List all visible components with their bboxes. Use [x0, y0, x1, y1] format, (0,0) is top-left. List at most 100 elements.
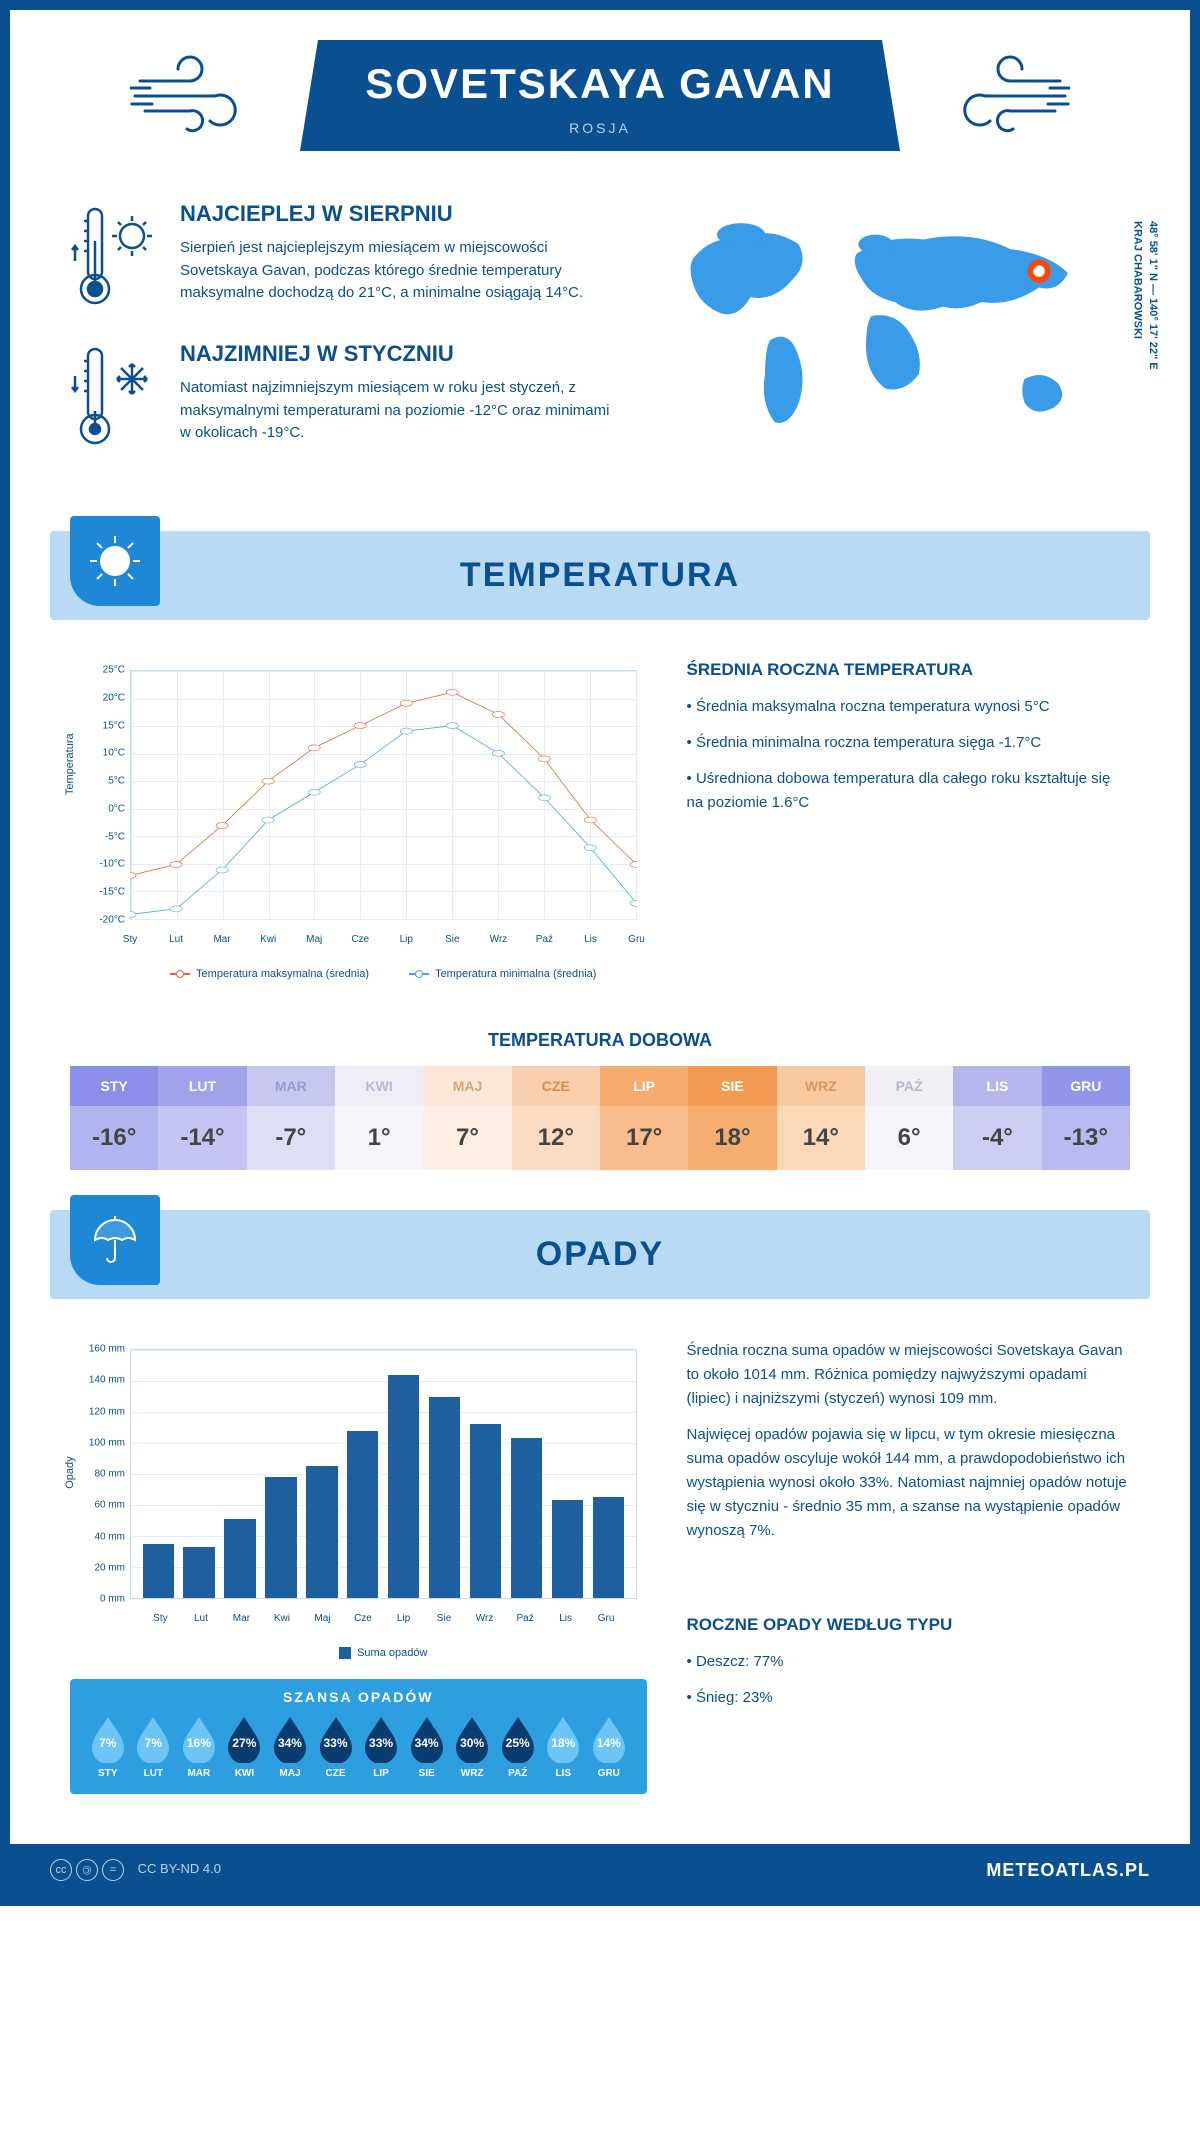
precip-bar: [593, 1497, 624, 1598]
fact-cold-text: Natomiast najzimniejszym miesiącem w rok…: [180, 377, 610, 445]
fact-cold-heading: NAJZIMNIEJ W STYCZNIU: [180, 341, 610, 367]
month-head: MAJ: [423, 1066, 511, 1106]
month-head: GRU: [1042, 1066, 1130, 1106]
month-value: 1°: [335, 1106, 423, 1170]
month-head: STY: [70, 1066, 158, 1106]
facts-column: NAJCIEPLEJ W SIERPNIU Sierpień jest najc…: [70, 201, 610, 481]
footer-license: cc 🄯 = CC BY-ND 4.0: [50, 1859, 221, 1881]
precip-text: Średnia roczna suma opadów w miejscowośc…: [687, 1339, 1130, 1794]
month-cell: WRZ14°: [777, 1066, 865, 1170]
cc-icon: cc: [50, 1859, 72, 1881]
country-label: ROSJA: [360, 120, 840, 136]
precip-bar: [183, 1547, 214, 1598]
month-value: -7°: [247, 1106, 335, 1170]
fact-warm-text: Sierpień jest najcieplejszym miesiącem w…: [180, 237, 610, 305]
precip-para1: Średnia roczna suma opadów w miejscowośc…: [687, 1339, 1130, 1411]
temp-content: Temperatura .legend-item:nth-child(1) .l…: [10, 640, 1190, 1000]
precip-content: Opady Suma opadów 0 mm20 mm40 mm60 mm80 …: [10, 1319, 1190, 1814]
chance-drop: 27% KWI: [222, 1715, 268, 1779]
chance-drop: 7% STY: [85, 1715, 131, 1779]
map-column: 48° 58' 1" N — 140° 17' 22" E KRAJ CHABA…: [640, 201, 1130, 481]
wind-icon-left: [130, 46, 270, 146]
chance-drop: 30% WRZ: [449, 1715, 495, 1779]
month-value: 12°: [512, 1106, 600, 1170]
chance-drop: 16% MAR: [176, 1715, 222, 1779]
chance-drop: 7% LUT: [131, 1715, 177, 1779]
precip-type-heading: ROCZNE OPADY WEDŁUG TYPU: [687, 1615, 1130, 1635]
precip-bar: [552, 1500, 583, 1598]
temp-summary: ŚREDNIA ROCZNA TEMPERATURA Średnia maksy…: [687, 660, 1130, 980]
month-value: 14°: [777, 1106, 865, 1170]
month-value: 18°: [688, 1106, 776, 1170]
temp-bullet: Średnia minimalna roczna temperatura się…: [687, 731, 1130, 755]
month-value: -13°: [1042, 1106, 1130, 1170]
sun-icon: [70, 516, 160, 606]
chance-drop: 34% SIE: [404, 1715, 450, 1779]
legend-min: .legend-item:nth-child(2) .legend-swatch…: [409, 968, 596, 980]
umbrella-icon: [70, 1195, 160, 1285]
temp-chart-col: Temperatura .legend-item:nth-child(1) .l…: [70, 660, 647, 980]
page-title: SOVETSKAYA GAVAN: [360, 60, 840, 108]
thermometer-sun-icon: [70, 201, 160, 311]
month-head: CZE: [512, 1066, 600, 1106]
month-head: SIE: [688, 1066, 776, 1106]
chance-drop: 33% CZE: [313, 1715, 359, 1779]
nd-icon: =: [102, 1859, 124, 1881]
precip-bar: [347, 1431, 378, 1598]
precip-types: Deszcz: 77%Śnieg: 23%: [687, 1650, 1130, 1710]
daily-temp-table: STY-16°LUT-14°MAR-7°KWI1°MAJ7°CZE12°LIP1…: [70, 1066, 1130, 1170]
month-value: -16°: [70, 1106, 158, 1170]
precip-bar: [306, 1466, 337, 1598]
region-text: KRAJ CHABAROWSKI: [1132, 221, 1144, 339]
month-value: 17°: [600, 1106, 688, 1170]
fact-warm-heading: NAJCIEPLEJ W SIERPNIU: [180, 201, 610, 227]
temp-legend: .legend-item:nth-child(1) .legend-swatch…: [130, 968, 637, 980]
footer: cc 🄯 = CC BY-ND 4.0 METEOATLAS.PL: [10, 1844, 1190, 1896]
precip-chart-col: Opady Suma opadów 0 mm20 mm40 mm60 mm80 …: [70, 1339, 647, 1794]
fact-coldest: NAJZIMNIEJ W STYCZNIU Natomiast najzimni…: [70, 341, 610, 451]
wind-icon-right: [930, 46, 1070, 146]
month-cell: SIE18°: [688, 1066, 776, 1170]
precip-banner: OPADY: [50, 1210, 1150, 1299]
temp-bullet: Średnia maksymalna roczna temperatura wy…: [687, 695, 1130, 719]
footer-site: METEOATLAS.PL: [986, 1860, 1150, 1881]
month-head: MAR: [247, 1066, 335, 1106]
month-value: 7°: [423, 1106, 511, 1170]
month-head: KWI: [335, 1066, 423, 1106]
precip-bar: [388, 1375, 419, 1598]
temp-heading: TEMPERATURA: [75, 556, 1125, 595]
month-cell: CZE12°: [512, 1066, 600, 1170]
chance-drop: 18% LIS: [540, 1715, 586, 1779]
precip-heading: OPADY: [75, 1235, 1125, 1274]
page-root: SOVETSKAYA GAVAN ROSJA: [0, 0, 1200, 1906]
precip-bar: [224, 1519, 255, 1598]
temp-banner: TEMPERATURA: [50, 531, 1150, 620]
legend-max: .legend-item:nth-child(1) .legend-swatch…: [170, 968, 369, 980]
chance-drops: 7% STY 7% LUT 16% MAR 27% KWI 34% MAJ: [85, 1715, 632, 1779]
world-map: [640, 201, 1130, 451]
license-text: CC BY-ND 4.0: [138, 1861, 221, 1876]
precip-bar: [511, 1438, 542, 1598]
coord-text: 48° 58' 1" N — 140° 17' 22" E: [1147, 221, 1159, 370]
month-head: LIP: [600, 1066, 688, 1106]
legend-precip: Suma opadów: [339, 1647, 427, 1659]
coordinates: 48° 58' 1" N — 140° 17' 22" E KRAJ CHABA…: [1129, 221, 1160, 370]
month-cell: STY-16°: [70, 1066, 158, 1170]
temp-line-chart: Temperatura .legend-item:nth-child(1) .l…: [70, 660, 647, 980]
chance-panel: SZANSA OPADÓW 7% STY 7% LUT 16% MAR 27% …: [70, 1679, 647, 1794]
month-value: -14°: [158, 1106, 246, 1170]
month-cell: LUT-14°: [158, 1066, 246, 1170]
precip-y-label: Opady: [64, 1456, 76, 1488]
month-value: 6°: [865, 1106, 953, 1170]
precip-type: Śnieg: 23%: [687, 1686, 1130, 1710]
temp-bullet: Uśredniona dobowa temperatura dla całego…: [687, 767, 1130, 815]
fact-warmest: NAJCIEPLEJ W SIERPNIU Sierpień jest najc…: [70, 201, 610, 311]
location-marker: [1030, 263, 1047, 280]
month-head: WRZ: [777, 1066, 865, 1106]
month-cell: LIP17°: [600, 1066, 688, 1170]
month-value: -4°: [953, 1106, 1041, 1170]
chance-title: SZANSA OPADÓW: [85, 1689, 632, 1705]
month-cell: PAŹ6°: [865, 1066, 953, 1170]
month-cell: MAR-7°: [247, 1066, 335, 1170]
precip-bar: [143, 1544, 174, 1598]
